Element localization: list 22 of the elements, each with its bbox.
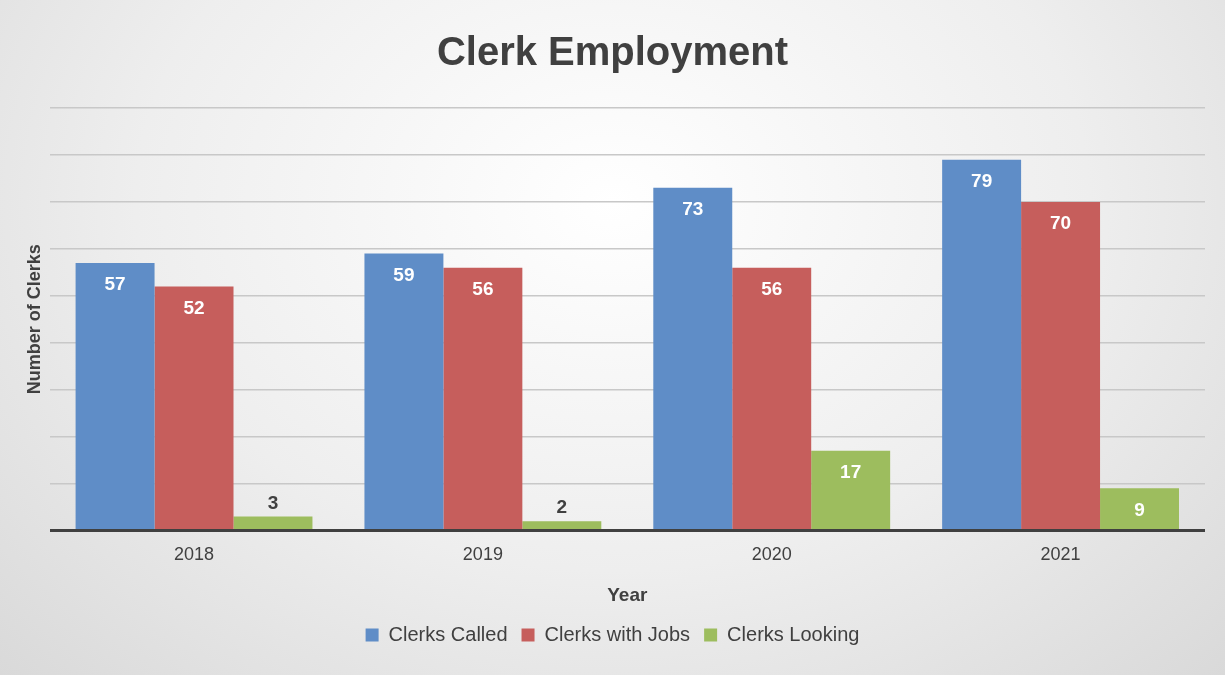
data-label: 73 [682, 198, 704, 220]
data-label: 57 [104, 273, 126, 295]
data-label: 59 [393, 263, 415, 285]
x-tick-label: 2018 [174, 544, 215, 565]
data-label: 56 [472, 277, 494, 299]
data-label: 79 [971, 169, 993, 191]
data-label: 3 [267, 491, 279, 513]
legend-label: Clerks Looking [727, 622, 860, 645]
data-label: 52 [183, 296, 205, 318]
y-axis-title: Number of Clerks [23, 244, 44, 395]
data-label: 17 [840, 461, 862, 483]
legend-label: Clerks Called [388, 622, 508, 645]
x-tick-label: 2019 [462, 544, 503, 565]
data-label: 2 [556, 496, 568, 518]
data-label: 70 [1050, 212, 1072, 234]
x-tick-label: 2021 [1040, 544, 1081, 565]
x-axis-title: Year [607, 583, 648, 605]
chart-title: Clerk Employment [436, 29, 789, 74]
x-tick-label: 2020 [751, 544, 792, 565]
legend-label: Clerks with Jobs [544, 622, 691, 645]
data-label: 56 [761, 277, 783, 299]
data-label: 9 [1134, 498, 1145, 520]
